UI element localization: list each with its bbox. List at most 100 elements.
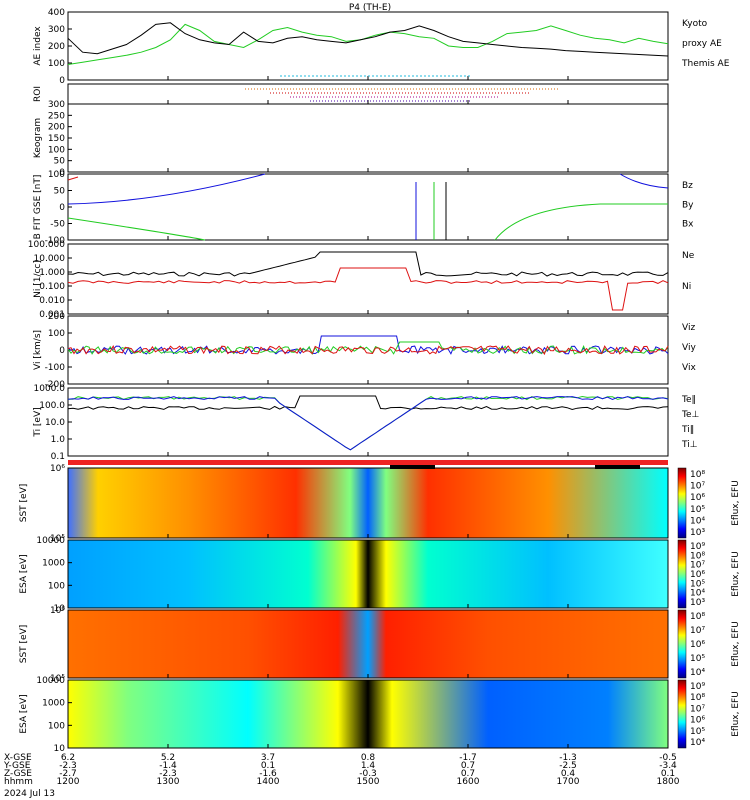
by-line-2 [494, 203, 668, 241]
panel-frame [67, 173, 669, 241]
y-tick-label: -200 [45, 380, 66, 390]
panel-11: ESA [eV]1000010001001010⁹10⁸10⁷10⁶10⁵10⁴… [19, 676, 741, 754]
y-tick-label: 10.0 [45, 418, 65, 428]
ephemeris-value: 0.4 [561, 769, 576, 779]
ephemeris-label: X-GSE [4, 753, 32, 763]
date-label: 2024 Jul 13 [4, 789, 55, 799]
colorbar-label: Eflux, EFU [731, 551, 741, 597]
te-line [67, 395, 669, 411]
mode-bar-burst [390, 465, 435, 469]
colorbar-tick-label: 10⁸ [690, 693, 705, 703]
ephemeris-value: 1400 [257, 777, 280, 787]
legend-entry: Viy [682, 343, 696, 353]
colorbar-label: Eflux, EFU [731, 480, 741, 526]
ephemeris-value: -3.4 [659, 761, 677, 771]
mode-bar-burst [595, 465, 640, 469]
colorbar-tick-label: 10⁷ [690, 704, 705, 714]
ephemeris-table: X-GSEY-GSEZ-GSEhhmm6.2-2.3-2.712005.2-1.… [3, 753, 680, 787]
legend-entry: proxy AE [682, 39, 722, 49]
colorbar [677, 609, 687, 679]
colorbar-tick-label: 10⁸ [690, 551, 705, 561]
panel-frame [67, 103, 669, 173]
y-tick-label: 100 [48, 145, 65, 155]
ephemeris-value: 6.2 [61, 753, 75, 763]
colorbar-tick-label: 10⁷ [690, 626, 705, 636]
ephemeris-value: -2.3 [159, 769, 177, 779]
y-tick-label: 0.010 [39, 296, 65, 306]
viy-line [67, 341, 669, 356]
ephemeris-value: 1300 [157, 777, 180, 787]
colorbar-tick-label: 10⁸ [690, 470, 705, 480]
legend-entry: Ti‖ [681, 425, 694, 435]
ephemeris-value: -1.7 [459, 753, 477, 763]
y-tick-label: 100 [48, 581, 65, 591]
y-tick-label: 10⁵ [50, 534, 65, 544]
legend-entry: By [682, 200, 694, 210]
y-tick-label: 0.100 [39, 282, 65, 292]
y-axis-label: SST [eV] [19, 625, 29, 664]
colorbar [677, 467, 687, 539]
y-tick-label: 10000 [36, 676, 65, 686]
colorbar-tick-label: 10⁴ [690, 516, 705, 526]
ephemeris-label: Y-GSE [3, 761, 31, 771]
y-tick-label: 0 [59, 203, 65, 213]
y-tick-label: 100 [48, 721, 65, 731]
y-tick-label: 200 [48, 123, 65, 133]
ephemeris-value: 0.1 [661, 769, 675, 779]
y-axis-label: Ni [1/cc] [33, 260, 43, 298]
colorbar-tick-label: 10⁷ [690, 561, 705, 571]
spectrogram-fill [68, 610, 668, 678]
y-axis-label: B FIT GSE [nT] [33, 175, 43, 240]
colorbar-tick-label: 10⁴ [690, 738, 705, 748]
y-tick-label: 100 [48, 170, 65, 180]
panel-4: B FIT GSE [nT] 100 50 0 -50 -100 Bz By Bx [33, 170, 694, 246]
ephemeris-label: hhmm [4, 777, 33, 787]
bx-line [67, 173, 266, 205]
ephemeris-value: -2.3 [59, 761, 77, 771]
legend-entry: Te⊥ [681, 410, 700, 420]
colorbar-tick-label: 10⁵ [690, 654, 705, 664]
colorbar-tick-label: 10⁵ [690, 727, 705, 737]
colorbar-tick-label: 10⁹ [690, 682, 705, 692]
legend-entry: Bz [682, 181, 693, 191]
legend-entry: Kyoto [682, 19, 708, 29]
y-axis-label: ESA [eV] [19, 554, 29, 593]
y-tick-label: 100 [48, 59, 65, 69]
ephemeris-value: 0.7 [461, 769, 475, 779]
legend-entry: Bx [682, 220, 694, 230]
by-line [67, 217, 206, 241]
y-axis-label: AE index [33, 26, 43, 66]
mode-bar [68, 460, 668, 465]
viz-line [67, 344, 669, 356]
y-tick-label: 10⁵ [50, 674, 65, 684]
colorbar-tick-label: 10⁶ [690, 716, 705, 726]
ti-par-line [67, 395, 669, 451]
panel-2: ROI [33, 83, 669, 105]
legend-entry: Ti⊥ [681, 440, 698, 450]
panel-7: Ti [eV] 1000.0 100.0 10.0 1.0 0.1 Te‖ Te⊥ Ti‖ Ti⊥ [33, 384, 700, 462]
y-tick-label: 300 [48, 100, 65, 110]
y-tick-label: 10000 [36, 536, 65, 546]
ephemeris-value: 0.8 [361, 753, 376, 763]
colorbar-tick-label: 10³ [690, 528, 705, 538]
ephemeris-value: 1600 [457, 777, 480, 787]
vix-line [67, 335, 669, 355]
legend-entry: Ne [682, 251, 695, 261]
ephemeris-value: 1800 [657, 777, 680, 787]
y-tick-label: 100.0 [39, 401, 65, 411]
panel-9: ESA [eV]1000010001001010⁹10⁸10⁷10⁶10⁵10⁴… [19, 536, 741, 614]
ne-line [67, 267, 669, 311]
y-tick-label: 200 [48, 42, 65, 52]
ephemeris-value: -1.4 [159, 761, 177, 771]
ephemeris-value: 0.7 [461, 761, 475, 771]
y-tick-label: 1000 [42, 699, 65, 709]
y-axis-label: ESA [eV] [19, 694, 29, 733]
bz-line [67, 176, 79, 181]
ephemeris-value: -1.3 [559, 753, 577, 763]
colorbar [677, 539, 687, 609]
ephemeris-value: -2.5 [559, 761, 577, 771]
colorbar-tick-label: 10⁶ [690, 570, 705, 580]
ephemeris-value: -1.6 [259, 769, 277, 779]
